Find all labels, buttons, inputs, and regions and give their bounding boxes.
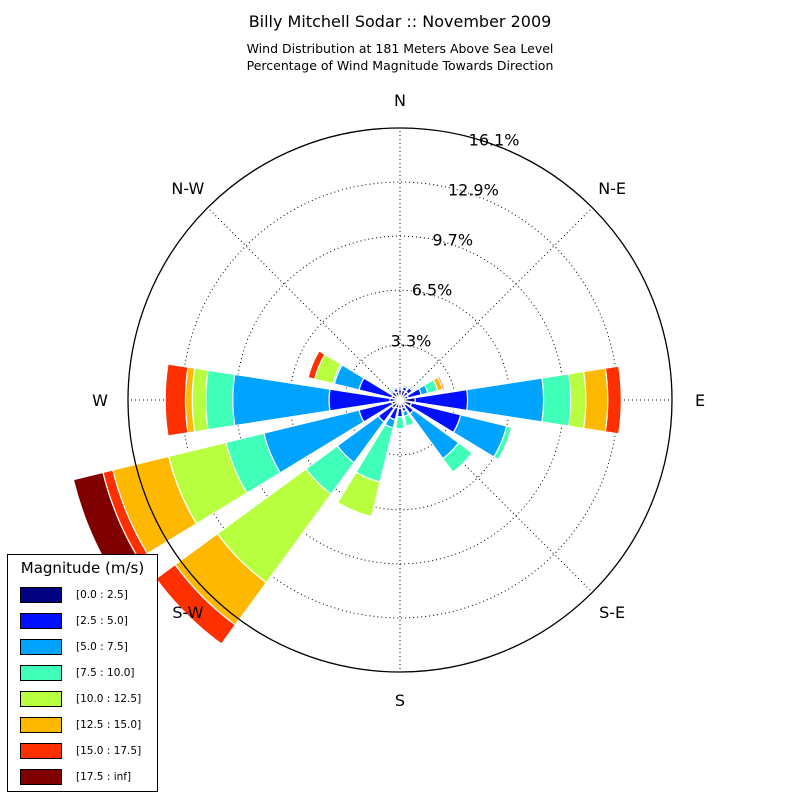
radial-tick-label: 9.7% (432, 231, 473, 250)
wind-bar-segment (493, 425, 513, 461)
legend-label: [10.0 : 12.5] (76, 693, 142, 705)
radial-tick-label: 6.5% (412, 281, 453, 300)
direction-label: S-W (172, 603, 203, 622)
radial-tick-label: 16.1% (469, 131, 520, 150)
legend-swatch (20, 743, 62, 759)
legend-swatch (20, 613, 62, 629)
wind-bar-segment (336, 471, 381, 518)
chart-title: Billy Mitchell Sodar :: November 2009 (248, 12, 552, 31)
direction-label: S-E (599, 603, 625, 622)
wind-bar-segment (436, 375, 446, 391)
legend-swatch (20, 769, 62, 785)
wind-bar-segment (164, 363, 189, 437)
direction-label: W (92, 391, 108, 410)
legend-label: [15.0 : 17.5] (76, 745, 142, 757)
wind-bar-segment (466, 377, 545, 423)
grid-spoke (399, 399, 593, 593)
chart-subtitle-line1: Wind Distribution at 181 Meters Above Se… (246, 41, 554, 56)
radial-tick-label: 3.3% (391, 331, 432, 350)
legend-title: Magnitude (m/s) (20, 559, 145, 577)
legend-label: [0.0 : 2.5] (76, 589, 128, 601)
legend-label: [7.5 : 10.0] (76, 667, 135, 679)
wind-bar-segment (394, 416, 406, 430)
chart-subtitle-line2: Percentage of Wind Magnitude Towards Dir… (246, 58, 554, 73)
wind-bar-segment (191, 367, 209, 433)
legend-swatch (20, 639, 62, 655)
legend-label: [2.5 : 5.0] (76, 615, 128, 627)
direction-label: N-W (171, 179, 204, 198)
direction-label: E (695, 391, 705, 410)
wind-bar-segment (402, 384, 409, 390)
wind-bar-segment (409, 384, 416, 391)
legend-swatch (20, 691, 62, 707)
legend-swatch (20, 717, 62, 733)
grid-spoke (207, 207, 401, 401)
wind-bar-segment (397, 387, 403, 391)
legend-swatch (20, 665, 62, 681)
outer-circle (127, 127, 673, 673)
wind-bar-segment (442, 442, 474, 474)
wind-bar-segment (541, 373, 572, 427)
direction-label: N-E (598, 179, 626, 198)
legend: Magnitude (m/s) [0.0 : 2.5] [2.5 : 5.0] … (7, 554, 158, 792)
legend-label: [5.0 : 7.5] (76, 641, 128, 653)
wind-bar-segment (386, 386, 393, 393)
wind-bar-segment (604, 365, 622, 435)
grid-spoke (399, 207, 593, 401)
legend-label: [17.5 : inf] (76, 771, 132, 783)
direction-label: S (395, 691, 405, 710)
radial-tick-label: 12.9% (448, 181, 499, 200)
wind-bar-segment (307, 350, 326, 380)
wind-bar-segment (392, 386, 398, 391)
wind-bar-segment (567, 370, 587, 430)
wind-bar-segment (403, 413, 415, 427)
wind-bar-segment (205, 369, 236, 431)
legend-swatch (20, 587, 62, 603)
wind-bar-segment (582, 367, 609, 433)
wind-bar-segment (232, 373, 331, 427)
direction-label: N (394, 91, 406, 110)
legend-label: [12.5 : 15.0] (76, 719, 142, 731)
